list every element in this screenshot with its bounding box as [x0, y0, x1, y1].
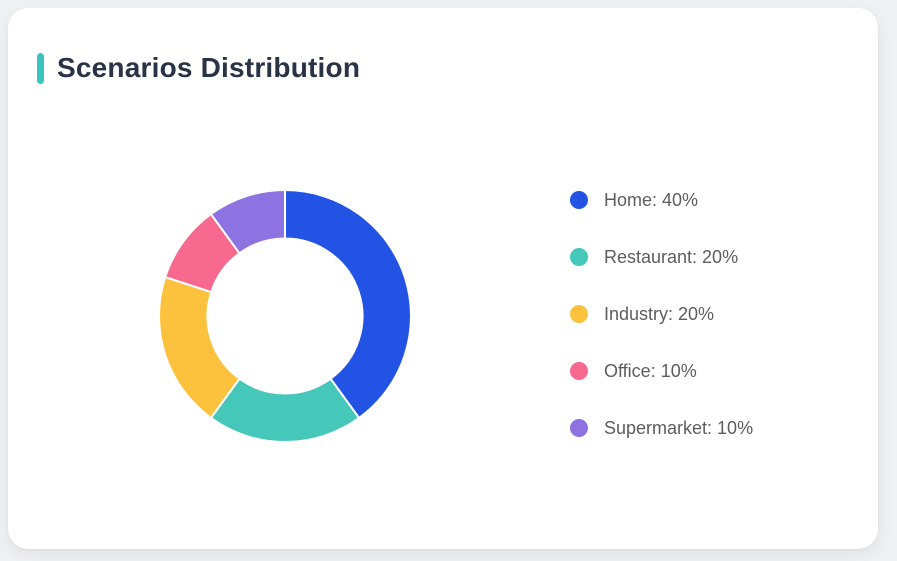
- legend-label: Supermarket: 10%: [604, 418, 754, 438]
- legend: Home: 40% Restaurant: 20% Industry: 20% Off…: [570, 190, 753, 438]
- legend-dot-office: [570, 362, 588, 380]
- title-accent-bar: [37, 52, 44, 84]
- card-header: Scenarios Distribution: [37, 52, 360, 84]
- legend-label: Restaurant: 20%: [604, 247, 739, 267]
- donut-segment-home[interactable]: [284, 189, 412, 419]
- legend-dot-restaurant: [570, 248, 588, 266]
- legend-item-restaurant[interactable]: Restaurant: 20%: [570, 247, 753, 267]
- donut-segment-supermarket[interactable]: [209, 189, 286, 255]
- legend-item-home[interactable]: Home: 40%: [570, 190, 753, 210]
- legend-dot-supermarket: [570, 419, 588, 437]
- legend-label: Industry: 20%: [604, 304, 715, 324]
- legend-label: Home: 40%: [604, 190, 699, 210]
- donut-segment-industry[interactable]: [158, 276, 241, 419]
- legend-label: Office: 10%: [604, 361, 697, 381]
- legend-dot-home: [570, 191, 588, 209]
- legend-dot-industry: [570, 305, 588, 323]
- scenarios-distribution-card: Scenarios Distribution Home: 40% Restaura…: [8, 8, 878, 549]
- legend-item-office[interactable]: Office: 10%: [570, 361, 753, 381]
- donut-chart: [158, 189, 412, 443]
- legend-item-industry[interactable]: Industry: 20%: [570, 304, 753, 324]
- legend-item-supermarket[interactable]: Supermarket: 10%: [570, 418, 753, 438]
- page-title: Scenarios Distribution: [57, 52, 361, 83]
